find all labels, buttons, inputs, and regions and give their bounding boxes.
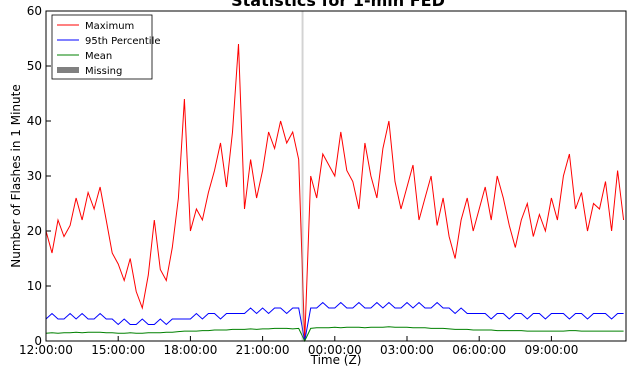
series-line — [45, 301, 624, 342]
plot-frame — [45, 10, 627, 342]
y-tick-label: 10 — [27, 279, 42, 293]
x-tick-label: 18:00:00 — [163, 343, 217, 357]
x-tick-label: 09:00:00 — [524, 343, 578, 357]
x-tick-label: 06:00:00 — [452, 343, 506, 357]
legend-label: Mean — [85, 51, 112, 62]
y-tick-label: 40 — [27, 114, 42, 128]
x-tick-label: 00:00:00 — [308, 343, 362, 357]
x-tick-label: 03:00:00 — [380, 343, 434, 357]
x-tick-label: 15:00:00 — [91, 343, 145, 357]
y-tick-label: 50 — [27, 59, 42, 73]
chart-title: Statistics for 1-min FED — [231, 0, 445, 10]
x-axis-label: Time (Z) — [310, 353, 362, 367]
legend-swatch — [57, 67, 79, 73]
legend-label: Maximum — [85, 21, 134, 32]
series-line — [45, 43, 625, 342]
y-tick-label: 20 — [27, 224, 42, 238]
y-tick-label: 30 — [27, 169, 42, 183]
y-tick-label: 60 — [27, 4, 42, 18]
missing-span — [301, 11, 304, 341]
legend-label: 95th Percentile — [85, 36, 161, 47]
x-tick-label: 12:00:00 — [19, 343, 73, 357]
x-tick-label: 21:00:00 — [236, 343, 290, 357]
series-line — [45, 326, 624, 343]
y-tick-label: 0 — [34, 334, 42, 348]
legend-label: Missing — [85, 66, 122, 77]
y-axis-label: Number of Flashes in 1 Minute — [9, 84, 23, 268]
